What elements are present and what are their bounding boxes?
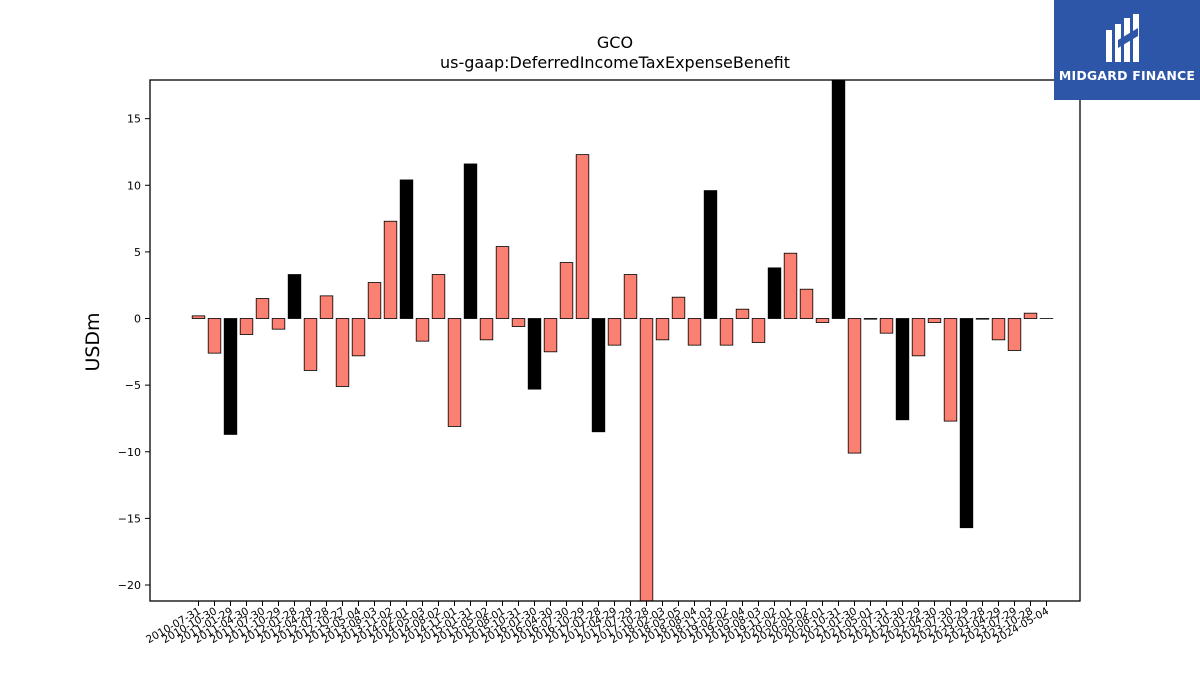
- bar: [959, 318, 974, 529]
- y-axis: −20 −15 −10 −5 0 5 10 15: [118, 113, 150, 592]
- bars-group: [191, 79, 1054, 602]
- bar: [303, 318, 318, 371]
- bar: [655, 318, 670, 341]
- bar: [639, 318, 654, 602]
- bar: [287, 274, 302, 319]
- y-tick-label: 5: [134, 246, 141, 259]
- bar: [191, 315, 206, 319]
- bar: [927, 318, 942, 323]
- bar: [1007, 318, 1022, 351]
- bar: [255, 298, 270, 319]
- midgard-logo-icon: [1106, 14, 1139, 62]
- bar: [559, 262, 574, 319]
- bar: [799, 288, 814, 319]
- bar: [991, 318, 1006, 341]
- brand-logo: MIDGARD FINANCE: [1054, 0, 1200, 100]
- bar: [207, 318, 222, 354]
- bar: [319, 295, 334, 319]
- bar: [623, 274, 638, 319]
- bar: [751, 318, 766, 343]
- bar: [575, 154, 590, 319]
- bar: [895, 318, 910, 421]
- bar: [223, 318, 238, 435]
- bar: [591, 318, 606, 433]
- bar: [383, 220, 398, 319]
- bar: [463, 163, 478, 319]
- bar: [239, 318, 254, 335]
- bar: [335, 318, 350, 387]
- bar: [911, 318, 926, 357]
- bar: [399, 179, 414, 319]
- y-tick-label: −15: [118, 512, 141, 525]
- brand-name: MIDGARD FINANCE: [1058, 68, 1196, 83]
- x-axis: 2010-07-312010-10-302011-01-292011-04-30…: [144, 601, 1051, 646]
- bar: [511, 318, 526, 327]
- bar: [351, 318, 366, 357]
- y-tick-label: −10: [118, 446, 141, 459]
- y-tick-label: −5: [125, 379, 141, 392]
- bar: [863, 318, 878, 320]
- bar: [879, 318, 894, 334]
- y-tick-label: 0: [134, 313, 141, 326]
- bar: [847, 318, 862, 454]
- bar: [607, 318, 622, 346]
- bar: [719, 318, 734, 346]
- plot-frame: [149, 79, 1081, 602]
- bar: [543, 318, 558, 353]
- bar: [479, 318, 494, 341]
- bar: [1023, 312, 1038, 319]
- chart-title: GCO: [597, 33, 633, 52]
- bar: [815, 318, 830, 323]
- bar: [271, 318, 286, 330]
- chart-subtitle: us-gaap:DeferredIncomeTaxExpenseBenefit: [440, 53, 790, 72]
- bar: [527, 318, 542, 390]
- bar: [975, 318, 990, 320]
- bar: [431, 274, 446, 319]
- y-axis-label: USDm: [82, 312, 104, 371]
- bar: [687, 318, 702, 346]
- bar: [367, 282, 382, 319]
- bar: [767, 267, 782, 319]
- y-tick-label: −20: [118, 579, 141, 592]
- bar: [447, 318, 462, 427]
- y-tick-label: 15: [127, 113, 141, 126]
- bar: [783, 252, 798, 319]
- bar: [671, 296, 686, 319]
- bar: [943, 318, 958, 422]
- bar: [703, 190, 718, 319]
- bar: [735, 308, 750, 319]
- bar: [495, 246, 510, 319]
- y-tick-label: 10: [127, 179, 141, 192]
- bar: [831, 79, 846, 319]
- bar: [415, 318, 430, 342]
